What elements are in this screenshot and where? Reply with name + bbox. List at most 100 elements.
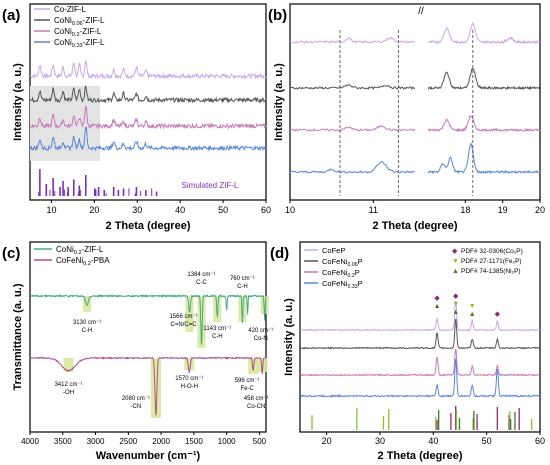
x-tick-label: 10 [46, 205, 56, 215]
band-highlight [238, 296, 247, 322]
legend-entry-sub: 0.2 [74, 250, 82, 256]
annotation-wavenumber: 1384 cm⁻¹ [187, 272, 215, 278]
panel-d-xlabel: 2 Theta (degree) [378, 450, 463, 462]
panel-c-frame [29, 241, 267, 433]
pdf-marker: ▲ [452, 268, 459, 275]
annotation-bond: Co-N [254, 336, 268, 342]
panel-a-traces [29, 59, 267, 152]
x-tick-label: 20 [322, 436, 332, 446]
annotation-wavenumber: 3130 cm⁻¹ [73, 320, 101, 326]
pdf-marker: ▼ [452, 258, 459, 265]
panel-b-traces [289, 22, 541, 175]
legend-entry: CoFeNi0.2P [322, 268, 360, 279]
legend-entry-main: Co-ZIF-L [54, 5, 87, 14]
trace-2 [29, 105, 267, 130]
trace-0 [29, 59, 267, 80]
panel-d-x-ticks: 20 30 40 50 60 [322, 432, 545, 446]
annotation-bond: C-H [237, 284, 248, 290]
annotation-bond: C-H [82, 328, 93, 334]
peak-marker: ▼ [469, 303, 476, 310]
x-tick-label: 11 [369, 205, 378, 215]
panel-a-legend: Co-ZIF-LCoNi0.06-ZIF-LCoNi0.2-ZIF-LCoNi0… [34, 5, 105, 49]
pdf-marker: ◆ [452, 248, 458, 255]
annotation-wavenumber: 3412 cm⁻¹ [54, 382, 82, 388]
legend-entry-sub: 0.06 [72, 21, 83, 27]
x-tick-label: 30 [132, 205, 142, 215]
trace-right-2 [427, 114, 541, 133]
annotation-bond: C=N/C=C [171, 322, 198, 328]
legend-entry: CoFeP [322, 246, 345, 255]
trace-2 [299, 348, 541, 377]
band-highlight [184, 358, 195, 370]
peak-marker: ▲ [469, 311, 476, 318]
annotation-bond: -OH [63, 390, 74, 396]
legend-entry-main: CoNi [54, 27, 72, 36]
x-tick-label: 19 [498, 205, 508, 215]
peak-marker: ▼ [452, 301, 459, 308]
x-tick-label: 50 [482, 436, 492, 446]
panel-d-label: (d) [270, 245, 289, 262]
panel-d: (d) CoFePCoFeNi0.06PCoFeNi0.2PCoFeNi0.33… [270, 241, 545, 462]
legend-entry-sub: 0.2 [347, 273, 354, 279]
band-highlight [83, 296, 92, 312]
trace-0 [299, 300, 541, 332]
annotation-wavenumber: 760 cm⁻¹ [230, 276, 255, 282]
panel-c-ylabel: Transmittance (a. u.) [12, 283, 24, 390]
annotation-wavenumber: 596 cm⁻¹ [235, 378, 260, 384]
legend-entry-main: CoNi [54, 16, 72, 25]
band-highlight [150, 358, 161, 418]
trace-right-3 [427, 142, 541, 175]
pdf-entry: PDF# 74-1385(Ni₂P) [461, 268, 521, 275]
band-highlight [213, 296, 222, 322]
annotation-wavenumber: 1570 cm⁻¹ [175, 376, 203, 382]
annotation-wavenumber: 420 cm⁻¹ [248, 328, 273, 334]
legend-entry-tail: P [355, 268, 360, 277]
band-highlight [257, 358, 268, 372]
panel-a-x-ticks: 10 20 30 40 50 60 [46, 200, 271, 215]
band-highlight [185, 296, 194, 332]
panel-a-label: (a) [2, 7, 20, 24]
panel-c-band-highlights [63, 296, 269, 418]
x-tick-label: 60 [535, 436, 545, 446]
panel-b-xlabel: 2 Theta (degree) [373, 220, 458, 232]
annotation-bond: Co-CN [247, 404, 265, 410]
annotation-bond: C-C [196, 280, 207, 286]
panel-d-reference-sticks [311, 406, 533, 430]
x-tick-label: 40 [175, 205, 185, 215]
trace-3 [299, 358, 541, 398]
band-highlight [63, 358, 74, 372]
legend-entry-sub: 0.2 [83, 261, 91, 267]
x-tick-label: 1000 [218, 437, 236, 446]
panel-b-x-ticks: 10 11 18 19 20 [285, 200, 545, 215]
legend-entry-main: CoFeNi [322, 268, 348, 277]
legend-entry-main: CoNi [56, 245, 74, 254]
legend-entry: CoFeNi0.06P [322, 257, 363, 268]
x-tick-label: 20 [535, 205, 545, 215]
x-tick-label: 1500 [185, 437, 203, 446]
peak-marker: ◆ [495, 311, 501, 318]
trace-left-3 [289, 160, 416, 174]
panel-b: (b) // 10 11 18 19 20 2 Theta (degree) Inten… [268, 3, 545, 232]
x-tick-label: 40 [428, 436, 438, 446]
annotation-wavenumber: 2080 cm⁻¹ [122, 396, 150, 402]
panel-b-frame [289, 3, 541, 201]
pdf-entry: PDF# 32-0306(Co₂P) [461, 248, 523, 255]
legend-entry: CoNi0.2-ZIF-L [56, 245, 104, 256]
band-highlight [260, 296, 269, 314]
panel-b-ylabel: Intensity (a. u.) [273, 63, 285, 141]
panel-b-axis-break: // [418, 6, 424, 17]
legend-entry-tail: -PBA [91, 256, 110, 265]
legend-entry-sub: 0.2 [72, 32, 80, 38]
x-tick-label: 2000 [152, 437, 170, 446]
panel-c-annotations: 1384 cm⁻¹ C-C 760 cm⁻¹ C-H 1566 cm⁻¹ C=N/C=C 1… [54, 272, 273, 410]
annotation-wavenumber: 1143 cm⁻¹ [203, 326, 231, 332]
panel-d-frame [299, 241, 541, 433]
legend-entry-tail: P [358, 257, 363, 266]
x-tick-label: 3500 [54, 437, 72, 446]
legend-entry-tail: -ZIF-L [82, 245, 104, 254]
x-tick-label: 18 [460, 205, 470, 215]
panel-c-traces [29, 293, 267, 416]
